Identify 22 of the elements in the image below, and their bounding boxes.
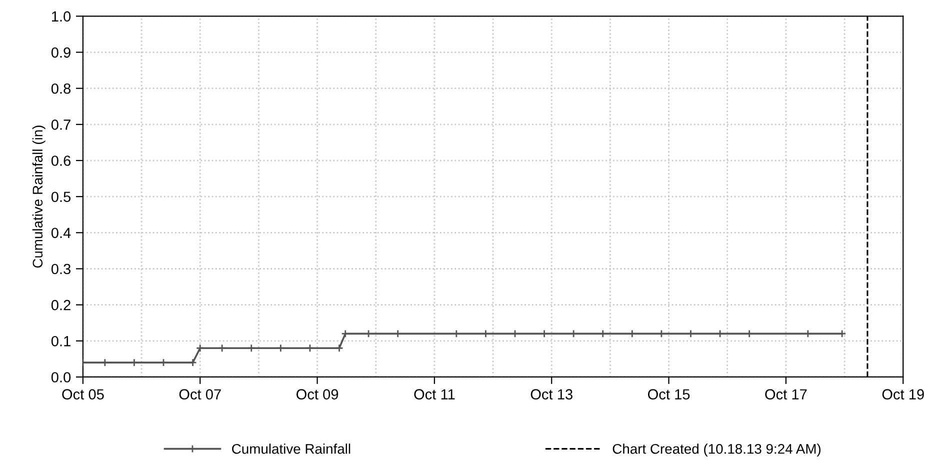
y-tick-label: 0.3 bbox=[51, 264, 71, 274]
y-tick-label: 0.0 bbox=[51, 372, 71, 382]
y-tick-label: 0.9 bbox=[51, 47, 70, 58]
y-tick-label: 0.2 bbox=[51, 300, 70, 310]
x-tick-label: Oct 11 bbox=[414, 389, 455, 400]
y-tick-label: 0.1 bbox=[51, 336, 70, 346]
x-tick-label: Oct 09 bbox=[296, 389, 338, 400]
y-tick-label: 0.8 bbox=[51, 83, 71, 94]
legend-label: Chart Created (10.18.13 9:24 AM) bbox=[612, 444, 820, 457]
x-tick-label: Oct 17 bbox=[765, 389, 807, 400]
y-axis-title: Cumulative Rainfall (in) bbox=[32, 126, 46, 268]
y-tick-label: 1.0 bbox=[52, 11, 71, 22]
x-tick-label: Oct 19 bbox=[882, 389, 924, 400]
y-tick-label: 0.7 bbox=[51, 120, 70, 130]
y-tick-label: 0.4 bbox=[51, 228, 71, 238]
x-tick-label: Oct 05 bbox=[62, 389, 104, 400]
x-tick-label: Oct 15 bbox=[648, 389, 690, 400]
y-tick-label: 0.6 bbox=[51, 156, 71, 166]
x-tick-label: Oct 13 bbox=[530, 389, 572, 400]
y-tick-label: 0.5 bbox=[51, 192, 71, 202]
x-tick-label: Oct 07 bbox=[179, 389, 221, 400]
legend-label: Cumulative Rainfall bbox=[232, 444, 350, 454]
